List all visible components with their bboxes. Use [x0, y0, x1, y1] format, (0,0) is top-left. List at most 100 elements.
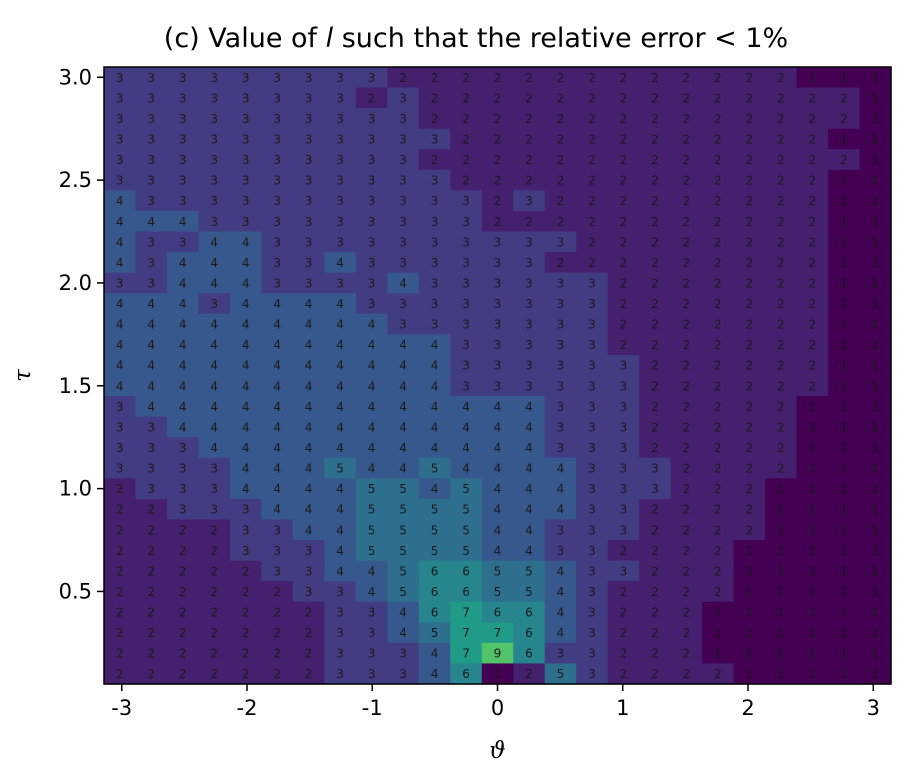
cell-value-label: 4	[273, 503, 281, 517]
heatmap-cell	[639, 87, 672, 109]
heatmap-cell	[859, 210, 892, 233]
cell-value-label: 3	[399, 318, 407, 332]
cell-value-label: 4	[210, 235, 218, 249]
cell-value-label: 3	[399, 297, 407, 311]
heatmap-cell	[104, 334, 137, 356]
cell-value-label: 3	[368, 276, 376, 290]
cell-value-label: 2	[147, 564, 155, 578]
cell-value-label: 2	[651, 256, 659, 270]
cell-value-label: 1	[840, 544, 848, 558]
heatmap-cell	[229, 128, 262, 150]
heatmap-cell	[104, 416, 137, 438]
cell-value-label: 1	[871, 503, 879, 517]
heatmap-cell	[104, 272, 137, 294]
heatmap-cell	[261, 375, 294, 397]
cell-value-label: 1	[871, 667, 879, 681]
cell-value-label: 2	[210, 647, 218, 661]
cell-value-label: 2	[242, 585, 250, 599]
cell-value-label: 2	[651, 338, 659, 352]
heatmap-cell	[859, 313, 892, 335]
cell-value-label: 3	[431, 256, 439, 270]
heatmap-cell	[450, 457, 483, 479]
cell-value-label: 3	[147, 71, 155, 85]
heatmap-cell	[670, 396, 703, 418]
heatmap-cell	[292, 67, 325, 89]
heatmap-cell	[733, 67, 766, 89]
heatmap-cell	[355, 519, 388, 541]
cell-value-label: 1	[871, 544, 879, 558]
cell-value-label: 2	[557, 194, 565, 208]
cell-value-label: 2	[462, 153, 470, 167]
cell-value-label: 1	[840, 194, 848, 208]
heatmap-cell	[859, 334, 892, 356]
cell-value-label: 1	[808, 462, 816, 476]
heatmap-cell	[166, 601, 200, 623]
cell-value-label: 4	[116, 297, 124, 311]
heatmap-cell	[544, 293, 577, 315]
heatmap-cell	[639, 334, 672, 356]
cell-value-label: 2	[808, 297, 816, 311]
heatmap-cell	[544, 128, 577, 150]
cell-value-label: 3	[525, 379, 533, 393]
heatmap-cell	[796, 293, 829, 315]
cell-value-label: 3	[525, 318, 533, 332]
heatmap-cell	[324, 272, 357, 294]
heatmap-cell	[513, 416, 546, 438]
heatmap-cell	[702, 396, 735, 418]
heatmap-cell	[576, 67, 609, 89]
heatmap-cell	[702, 231, 735, 253]
cell-value-label: 2	[620, 318, 628, 332]
cell-value-label: 4	[242, 235, 250, 249]
heatmap-cell	[607, 313, 640, 335]
cell-value-label: 2	[557, 174, 565, 188]
heatmap-cell	[639, 581, 672, 603]
cell-value-label: 2	[714, 194, 722, 208]
cell-value-label: 3	[620, 564, 628, 578]
heatmap-cell	[418, 560, 451, 582]
heatmap-cell	[166, 622, 200, 644]
heatmap-cell	[198, 231, 231, 253]
heatmap-cell	[198, 622, 231, 644]
cell-value-label: 2	[808, 153, 816, 167]
cell-value-label: 2	[620, 297, 628, 311]
heatmap-cell	[324, 354, 357, 377]
cell-value-label: 4	[116, 318, 124, 332]
cell-value-label: 5	[494, 564, 502, 578]
cell-value-label: 4	[494, 441, 502, 455]
cell-value-label: 4	[494, 400, 502, 414]
heatmap-cell	[765, 601, 798, 623]
cell-value-label: 2	[683, 647, 691, 661]
heatmap-cell	[387, 210, 420, 233]
heatmap-cell	[261, 67, 294, 89]
cell-value-label: 4	[116, 235, 124, 249]
cell-value-label: 4	[399, 400, 407, 414]
cell-value-label: 5	[494, 585, 502, 599]
cell-value-label: 1	[871, 215, 879, 229]
heatmap-cell	[702, 334, 735, 356]
cell-value-label: 2	[210, 585, 218, 599]
heatmap-cell	[292, 210, 325, 233]
cell-value-label: 2	[651, 400, 659, 414]
heatmap-cell	[324, 396, 357, 418]
heatmap-cell	[450, 313, 483, 335]
cell-value-label: 3	[399, 235, 407, 249]
heatmap-cell	[324, 642, 357, 665]
heatmap-cell	[135, 519, 168, 541]
heatmap-cell	[166, 478, 200, 500]
heatmap-cell	[765, 396, 798, 418]
heatmap-cell	[733, 252, 766, 274]
cell-value-label: 2	[714, 132, 722, 146]
heatmap-cell	[828, 252, 861, 274]
heatmap-cell	[387, 108, 420, 130]
cell-value-label: 3	[462, 379, 470, 393]
heatmap-cell	[544, 190, 577, 212]
heatmap-cell	[481, 108, 514, 130]
title-tail: < 1%	[714, 23, 788, 54]
cell-value-label: 4	[305, 503, 313, 517]
cell-value-label: 2	[683, 235, 691, 249]
cell-value-label: 1	[871, 523, 879, 537]
heatmap-cell	[765, 190, 798, 212]
cell-value-label: 2	[620, 585, 628, 599]
heatmap-cell	[702, 190, 735, 212]
cell-value-label: 4	[431, 482, 439, 496]
